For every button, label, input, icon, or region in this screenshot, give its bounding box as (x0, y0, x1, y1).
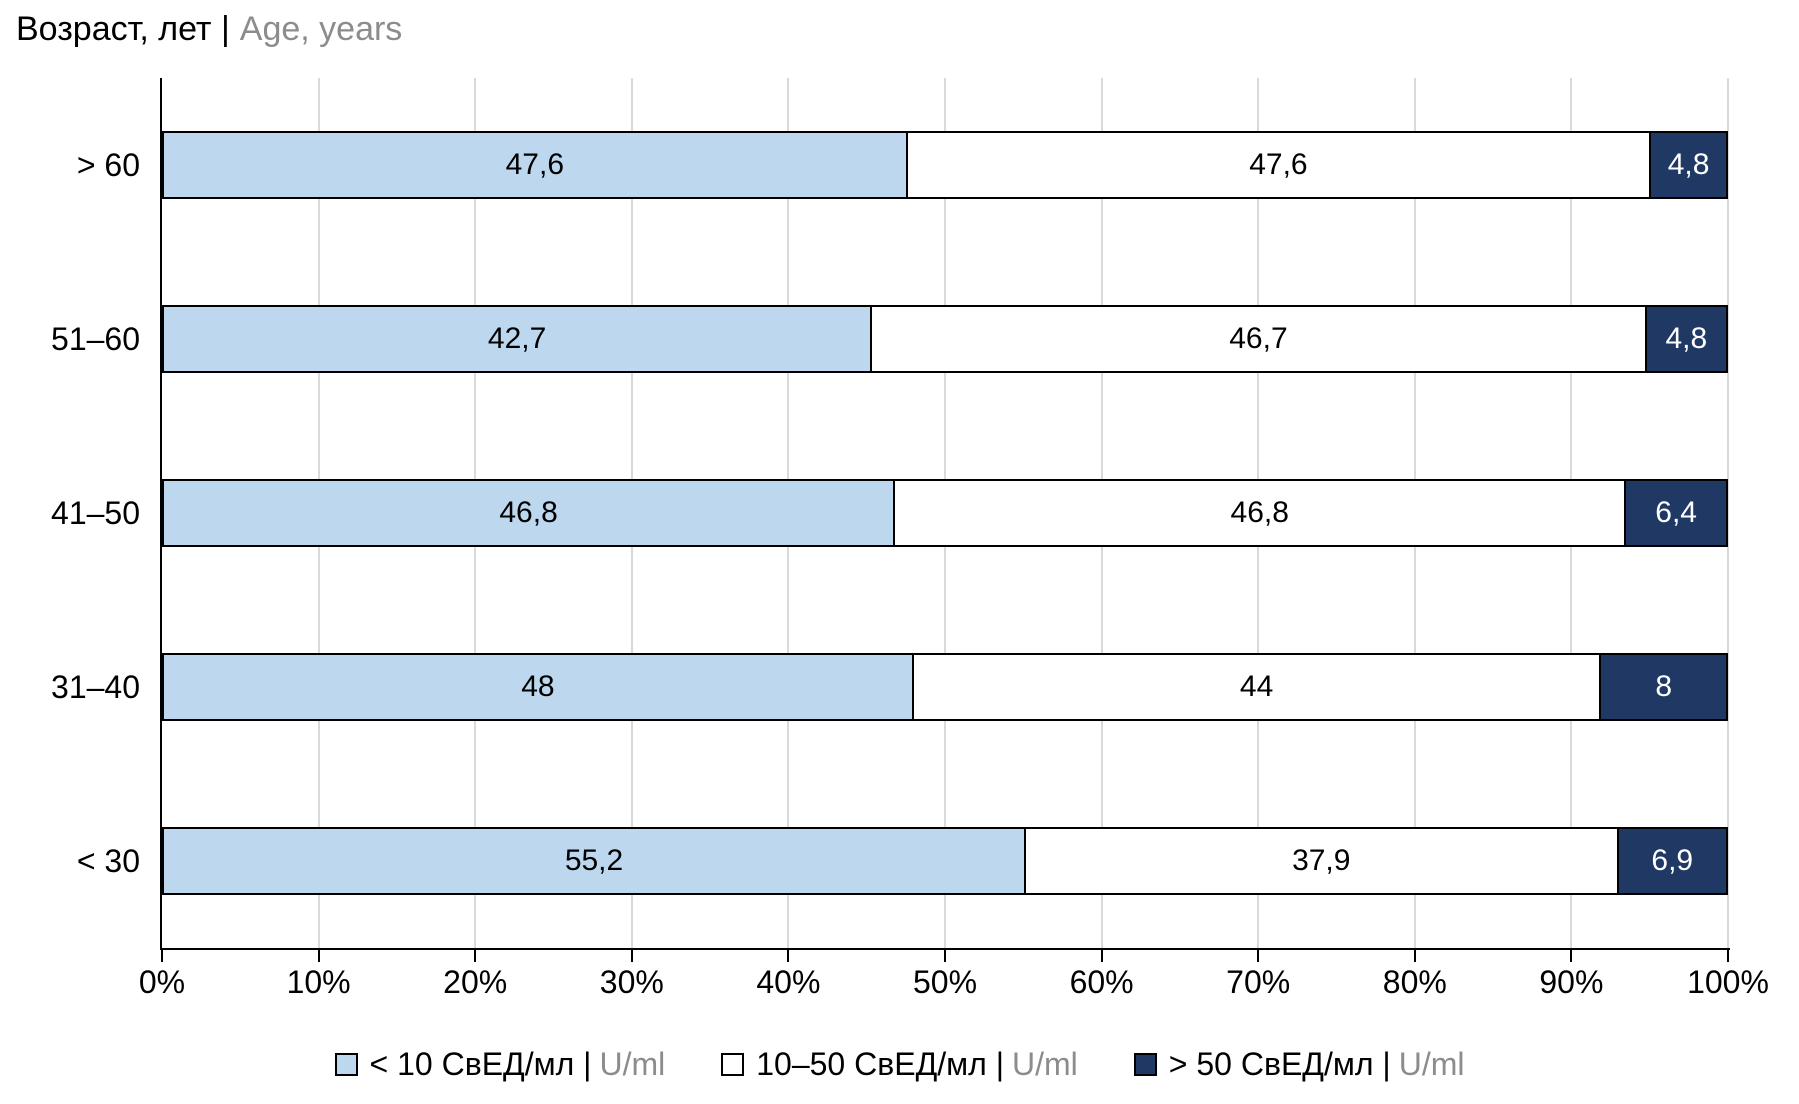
bar-segment: 4,8 (1644, 305, 1729, 373)
legend-swatch (721, 1053, 745, 1076)
bar-value-label: 8 (1655, 670, 1673, 703)
bar-value-label: 46,8 (499, 496, 558, 529)
legend-label-en: U/ml (599, 1046, 666, 1082)
category-label: 41–50 (51, 495, 140, 531)
legend-label-ru: > 50 СвЕД/мл | (1168, 1046, 1391, 1082)
chart-title-ru: Возраст, лет | (16, 10, 230, 48)
bar-row: 47,6 47,6 4,8 (162, 131, 1728, 199)
axis-tick-label: 50% (912, 964, 978, 1000)
legend-label-ru: 10–50 СвЕД/мл | (756, 1046, 1004, 1082)
legend-label: 10–50 СвЕД/мл | U/ml (756, 1046, 1078, 1083)
axis-tick (317, 948, 320, 962)
bar-value-label: 4,8 (1667, 148, 1710, 181)
legend-label: > 50 СвЕД/мл | U/ml (1169, 1046, 1465, 1083)
bar-value-label: 6,9 (1651, 844, 1694, 877)
legend-item: < 10 СвЕД/мл | U/ml (334, 1046, 666, 1083)
axis-tick (1570, 948, 1573, 962)
bar-value-label: 47,6 (505, 148, 564, 181)
gridline (1727, 78, 1729, 948)
bar-value-label: 4,8 (1665, 322, 1708, 355)
bar-value-label: 46,8 (1230, 496, 1289, 529)
legend: < 10 СвЕД/мл | U/ml 10–50 СвЕД/мл | U/ml > 5… (0, 1046, 1799, 1083)
bar-segment: 47,6 (162, 131, 908, 199)
bar-value-label: 37,9 (1292, 844, 1351, 877)
bar-value-label: 55,2 (564, 844, 624, 877)
axis-tick (161, 948, 163, 962)
bar-row: 42,7 46,7 4,8 (162, 305, 1729, 373)
axis-tick-label: 60% (1069, 964, 1134, 1000)
bar-segment: 44 (911, 653, 1602, 721)
axis-tick (1413, 948, 1416, 962)
axis-tick-label: 10% (286, 964, 351, 1000)
y-axis-line (160, 78, 162, 950)
bar-segment: 46,8 (893, 479, 1627, 547)
legend-label-en: U/ml (1398, 1046, 1465, 1082)
axis-tick-label: 90% (1539, 964, 1604, 1000)
axis-tick-label: 40% (756, 964, 821, 1000)
axis-tick-label: 70% (1226, 964, 1291, 1000)
axis-tick-label: 80% (1382, 964, 1447, 1000)
legend-item: > 50 СвЕД/мл | U/ml (1133, 1046, 1465, 1083)
bar-segment: 46,8 (162, 479, 896, 547)
legend-swatch (1133, 1053, 1157, 1076)
legend-label-ru: < 10 СвЕД/мл | (369, 1046, 592, 1082)
legend-swatch (334, 1053, 358, 1076)
category-label: 31–40 (51, 669, 140, 705)
chart-title: Возраст, лет | Age, years (16, 10, 402, 49)
category-label: < 30 (76, 843, 140, 879)
bar-segment: 47,6 (905, 131, 1652, 199)
bar-segment: 46,7 (870, 305, 1647, 373)
bar-value-label: 47,6 (1249, 148, 1308, 181)
axis-tick-label: 30% (599, 964, 664, 1000)
legend-item: 10–50 СвЕД/мл | U/ml (721, 1046, 1078, 1083)
category-label: > 60 (76, 147, 140, 183)
axis-tick (944, 948, 946, 962)
bar-row: 46,8 46,8 6,4 (162, 479, 1728, 547)
bar-segment: 6,9 (1616, 827, 1728, 895)
axis-tick (1100, 948, 1103, 962)
bar-segment: 6,4 (1624, 479, 1728, 547)
axis-tick-label: 20% (443, 964, 508, 1000)
bar-value-label: 6,4 (1655, 496, 1697, 529)
axis-tick (787, 948, 790, 962)
bar-segment: 42,7 (162, 305, 873, 373)
legend-label-en: U/ml (1012, 1046, 1078, 1082)
axis-tick (1727, 948, 1729, 962)
bar-segment: 8 (1599, 653, 1728, 721)
plot-area: 47,6 47,6 4,8 42,7 46,7 4,8 46,8 46,8 6,4 48 44 8 55… (162, 78, 1729, 948)
axis-tick (630, 948, 633, 962)
bar-value-label: 46,7 (1229, 322, 1288, 355)
bar-value-label: 44 (1239, 670, 1274, 703)
bar-segment: 48 (162, 653, 914, 721)
axis-tick (474, 948, 477, 962)
bar-row: 55,2 37,9 6,9 (162, 827, 1728, 895)
axis-tick-label: 0% (138, 964, 186, 1000)
axis-tick-label: 100% (1687, 964, 1769, 1000)
legend-label: < 10 СвЕД/мл | U/ml (370, 1046, 666, 1083)
category-label: 51–60 (51, 321, 140, 357)
bar-value-label: 42,7 (487, 322, 547, 355)
chart-title-en: Age, years (239, 10, 403, 48)
axis-tick (1257, 948, 1260, 962)
bar-segment: 4,8 (1649, 131, 1728, 199)
bar-segment: 37,9 (1024, 827, 1619, 895)
bar-row: 48 44 8 (162, 653, 1728, 721)
bar-value-label: 48 (521, 670, 555, 703)
bar-segment: 55,2 (162, 827, 1027, 895)
